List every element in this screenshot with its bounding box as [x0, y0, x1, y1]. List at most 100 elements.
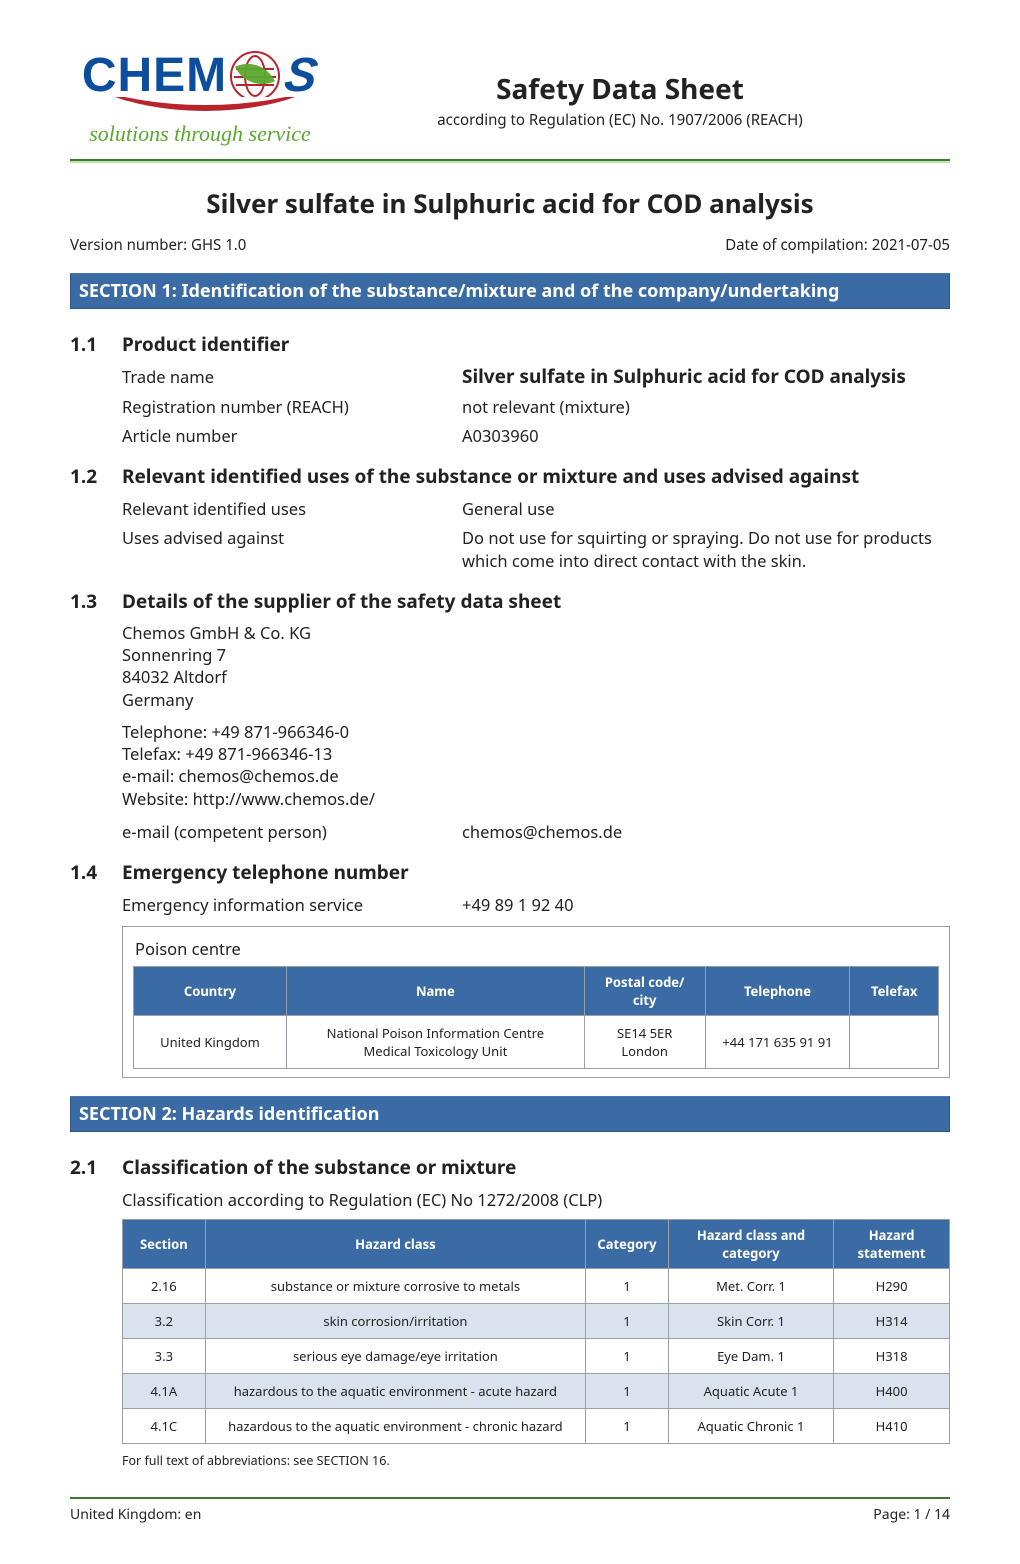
table-cell: H410	[834, 1408, 950, 1443]
logo-swoosh	[75, 97, 325, 117]
header-rule	[70, 159, 950, 163]
poison-centre-box: Poison centre Country Name Postal code	[122, 926, 950, 1078]
section-num-1-4: 1.4	[70, 859, 122, 1078]
table-cell: 1	[586, 1408, 669, 1443]
poison-r0c1: National Poison Information Centre Medic…	[286, 1015, 584, 1068]
section-title-1-2: Relevant identified uses of the substanc…	[122, 463, 950, 489]
poison-r0c0: United Kingdom	[134, 1015, 287, 1068]
poison-head-row: Country Name Postal code/ city Telephone…	[134, 966, 939, 1015]
table-cell: 2.16	[123, 1268, 206, 1303]
table-cell: H314	[834, 1303, 950, 1338]
label-emergency-service: Emergency information service	[122, 893, 462, 916]
table-cell: Eye Dam. 1	[668, 1338, 833, 1373]
poison-h1: Name	[286, 966, 584, 1015]
row-article-number: Article number A0303960	[122, 424, 950, 447]
table-cell: 1	[586, 1373, 669, 1408]
class-h4: Hazard statement	[834, 1219, 950, 1268]
doc-meta-row: Version number: GHS 1.0 Date of compilat…	[70, 235, 950, 255]
section-num-1-3: 1.3	[70, 588, 122, 849]
poison-h2: Postal code/ city	[584, 966, 705, 1015]
value-reach: not relevant (mixture)	[462, 395, 950, 418]
footer-rule	[70, 1497, 950, 1499]
value-emergency-service: +49 89 1 92 40	[462, 893, 950, 916]
poison-h4: Telefax	[850, 966, 939, 1015]
class-h2: Category	[586, 1219, 669, 1268]
poison-centre-table: Country Name Postal code/ city Telephone…	[133, 966, 939, 1069]
class-head-row: Section Hazard class Category Hazard cla…	[123, 1219, 950, 1268]
label-reach: Registration number (REACH)	[122, 395, 462, 418]
page-footer: United Kingdom: en Page: 1 / 14	[70, 1469, 950, 1524]
class-h3: Hazard class and category	[668, 1219, 833, 1268]
table-cell: H290	[834, 1268, 950, 1303]
label-advised-against: Uses advised against	[122, 526, 462, 572]
section2-banner: SECTION 2: Hazards identification	[70, 1096, 950, 1132]
section-num-1-1: 1.1	[70, 331, 122, 453]
date-of-compilation: Date of compilation: 2021-07-05	[725, 235, 950, 255]
section-1-1: 1.1 Product identifier Trade name Silver…	[70, 331, 950, 453]
supplier-contacts: Telephone: +49 871-966346-0 Telefax: +49…	[122, 721, 950, 810]
supplier-address: Chemos GmbH & Co. KG Sonnenring 7 84032 …	[122, 622, 950, 711]
header-row: CHEM S solutions through service Safety …	[70, 48, 950, 147]
table-row: 2.16substance or mixture corrosive to me…	[123, 1268, 950, 1303]
classification-footnote: For full text of abbreviations: see SECT…	[122, 1452, 950, 1469]
row-reach: Registration number (REACH) not relevant…	[122, 395, 950, 418]
doc-title: Safety Data Sheet	[290, 70, 950, 108]
class-h0: Section	[123, 1219, 206, 1268]
table-row: 3.2skin corrosion/irritation1Skin Corr. …	[123, 1303, 950, 1338]
row-identified-uses: Relevant identified uses General use	[122, 497, 950, 520]
table-cell: H318	[834, 1338, 950, 1373]
classification-subtitle: Classification according to Regulation (…	[122, 1188, 602, 1211]
footer-left: United Kingdom: en	[70, 1505, 201, 1524]
row-competent-email: e-mail (competent person) chemos@chemos.…	[122, 820, 950, 843]
section-title-1-1: Product identifier	[122, 331, 950, 357]
value-article-number: A0303960	[462, 424, 950, 447]
section-2-1: 2.1 Classification of the substance or m…	[70, 1154, 950, 1469]
label-article-number: Article number	[122, 424, 462, 447]
section-title-1-4: Emergency telephone number	[122, 859, 950, 885]
table-cell: 1	[586, 1303, 669, 1338]
poison-r0c3: +44 171 635 91 91	[705, 1015, 850, 1068]
poison-r0c4	[850, 1015, 939, 1068]
table-cell: 1	[586, 1268, 669, 1303]
row-trade-name: Trade name Silver sulfate in Sulphuric a…	[122, 365, 950, 389]
logo-tagline: solutions through service	[89, 121, 311, 147]
label-competent-email: e-mail (competent person)	[122, 820, 462, 843]
section-num-2-1: 2.1	[70, 1154, 122, 1469]
table-cell: 3.2	[123, 1303, 206, 1338]
table-cell: Aquatic Chronic 1	[668, 1408, 833, 1443]
row-advised-against: Uses advised against Do not use for squi…	[122, 526, 950, 572]
logo-word-left: CHEM	[82, 48, 227, 103]
class-h1: Hazard class	[205, 1219, 585, 1268]
poison-h0: Country	[134, 966, 287, 1015]
table-cell: 4.1C	[123, 1408, 206, 1443]
table-cell: hazardous to the aquatic environment - c…	[205, 1408, 585, 1443]
table-cell: H400	[834, 1373, 950, 1408]
value-identified-uses: General use	[462, 497, 950, 520]
section-1-3: 1.3 Details of the supplier of the safet…	[70, 588, 950, 849]
table-row: 4.1Ahazardous to the aquatic environment…	[123, 1373, 950, 1408]
table-row: 4.1Chazardous to the aquatic environment…	[123, 1408, 950, 1443]
value-competent-email: chemos@chemos.de	[462, 820, 950, 843]
value-advised-against: Do not use for squirting or spraying. Do…	[462, 526, 950, 572]
table-row: 3.3serious eye damage/eye irritation1Eye…	[123, 1338, 950, 1373]
globe-icon	[230, 51, 280, 101]
table-cell: substance or mixture corrosive to metals	[205, 1268, 585, 1303]
classification-table: Section Hazard class Category Hazard cla…	[122, 1219, 950, 1444]
logo-wordmark: CHEM S	[82, 48, 318, 103]
section-title-1-3: Details of the supplier of the safety da…	[122, 588, 950, 614]
poison-r0c2: SE14 5ER London	[584, 1015, 705, 1068]
table-cell: skin corrosion/irritation	[205, 1303, 585, 1338]
section1-banner: SECTION 1: Identification of the substan…	[70, 273, 950, 309]
section-title-2-1: Classification of the substance or mixtu…	[122, 1154, 950, 1180]
section-1-2: 1.2 Relevant identified uses of the subs…	[70, 463, 950, 578]
class-body: 2.16substance or mixture corrosive to me…	[123, 1268, 950, 1443]
label-trade-name: Trade name	[122, 365, 462, 389]
doc-subtitle: according to Regulation (EC) No. 1907/20…	[290, 110, 950, 130]
table-cell: 1	[586, 1338, 669, 1373]
table-cell: Aquatic Acute 1	[668, 1373, 833, 1408]
substance-title: Silver sulfate in Sulphuric acid for COD…	[70, 185, 950, 221]
row-emergency-service: Emergency information service +49 89 1 9…	[122, 893, 950, 916]
poison-h3: Telephone	[705, 966, 850, 1015]
table-cell: hazardous to the aquatic environment - a…	[205, 1373, 585, 1408]
classification-subtitle-row: Classification according to Regulation (…	[122, 1188, 950, 1211]
